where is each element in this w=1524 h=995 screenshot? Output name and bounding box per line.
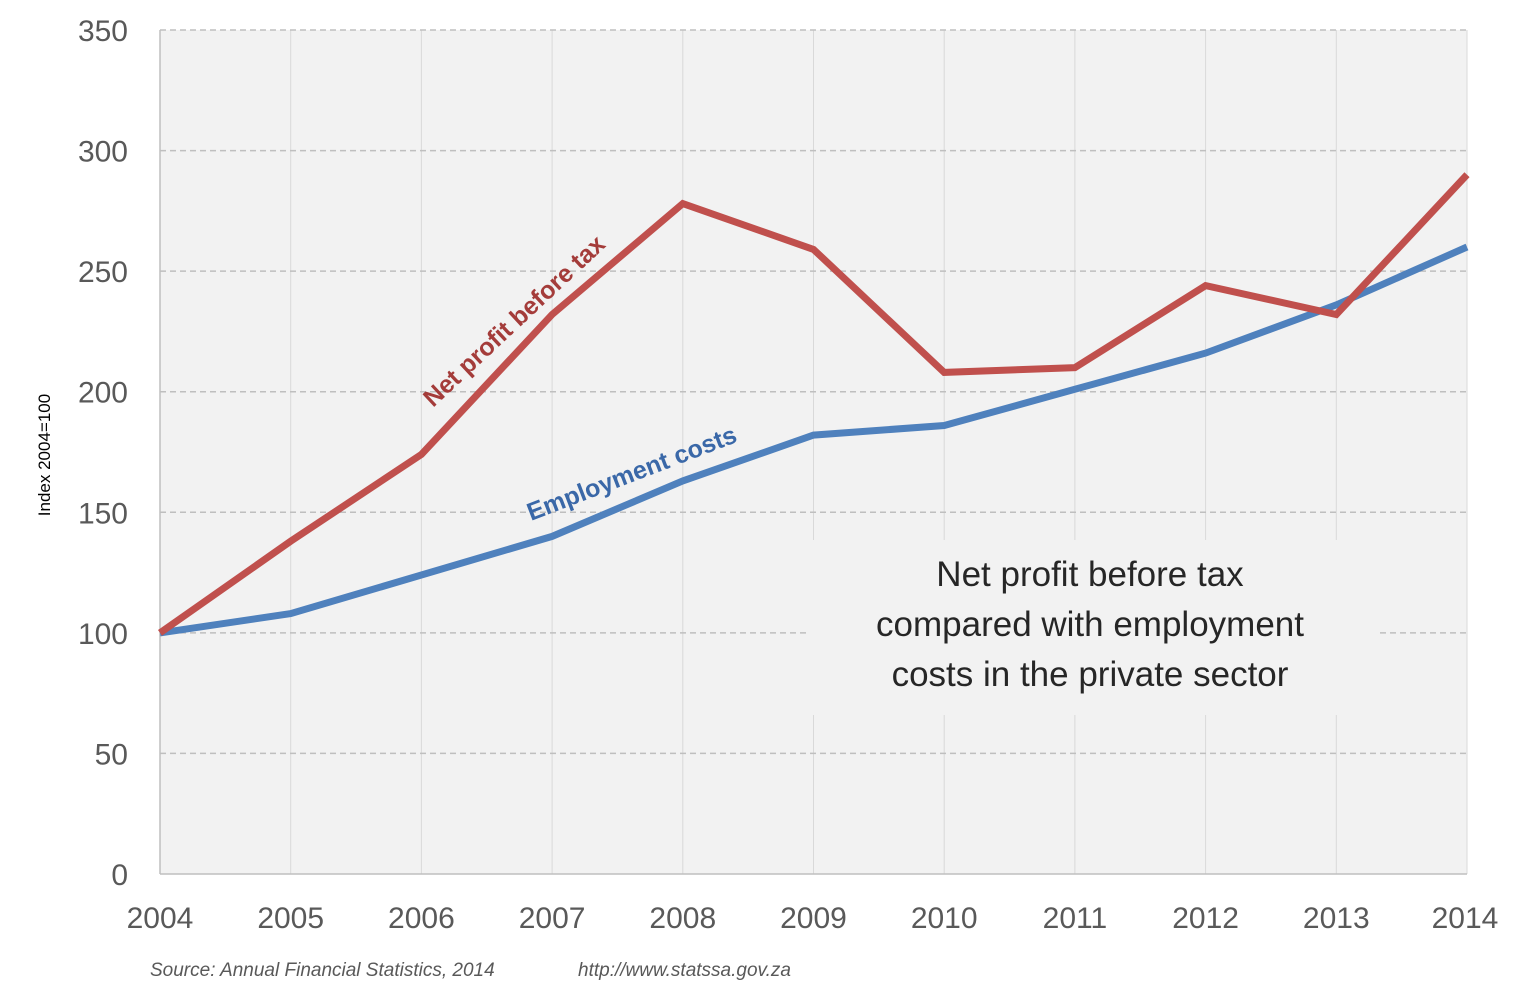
x-tick-label: 2013 — [1303, 902, 1370, 935]
x-tick-label: 2009 — [780, 902, 847, 935]
y-tick-label: 0 — [111, 859, 128, 892]
net-profit-line — [157, 172, 1470, 636]
y-tick-label: 300 — [78, 136, 128, 169]
source-note: Source: Annual Financial Statistics, 201… — [150, 960, 495, 981]
title-box — [808, 540, 1376, 715]
chart-title-line-3: costs in the private sector — [892, 655, 1289, 694]
chart-title-line-2: compared with employment — [876, 605, 1304, 644]
x-tick-label: 2011 — [1043, 902, 1108, 935]
y-axis-label: Index 2004=100 — [35, 394, 54, 516]
y-tick-label: 350 — [78, 15, 128, 48]
x-tick-label: 2007 — [519, 902, 586, 935]
y-tick-label: 150 — [78, 497, 128, 530]
x-tick-label: 2008 — [649, 902, 716, 935]
employment-costs-line — [159, 243, 1469, 637]
x-axis-ticks: 2004 2005 2006 2007 2008 2009 2010 2011 2012 2013… — [127, 902, 1499, 935]
x-tick-label: 2004 — [127, 902, 194, 935]
y-axis-ticks: 0 50 100 150 200 250 300 350 — [78, 15, 128, 892]
y-tick-label: 250 — [78, 256, 128, 289]
x-tick-label: 2006 — [388, 902, 455, 935]
y-tick-label: 200 — [78, 377, 128, 410]
x-tick-label: 2012 — [1172, 902, 1239, 935]
y-tick-label: 50 — [95, 738, 128, 771]
x-tick-label: 2014 — [1432, 902, 1499, 935]
x-tick-label: 2005 — [257, 902, 324, 935]
x-tick-label: 2010 — [911, 902, 978, 935]
y-tick-label: 100 — [78, 618, 128, 651]
series-lines — [157, 172, 1470, 637]
gridlines — [159, 29, 1468, 875]
source-url: http://www.statssa.gov.za — [578, 960, 791, 981]
chart-title-line-1: Net profit before tax — [936, 555, 1244, 594]
